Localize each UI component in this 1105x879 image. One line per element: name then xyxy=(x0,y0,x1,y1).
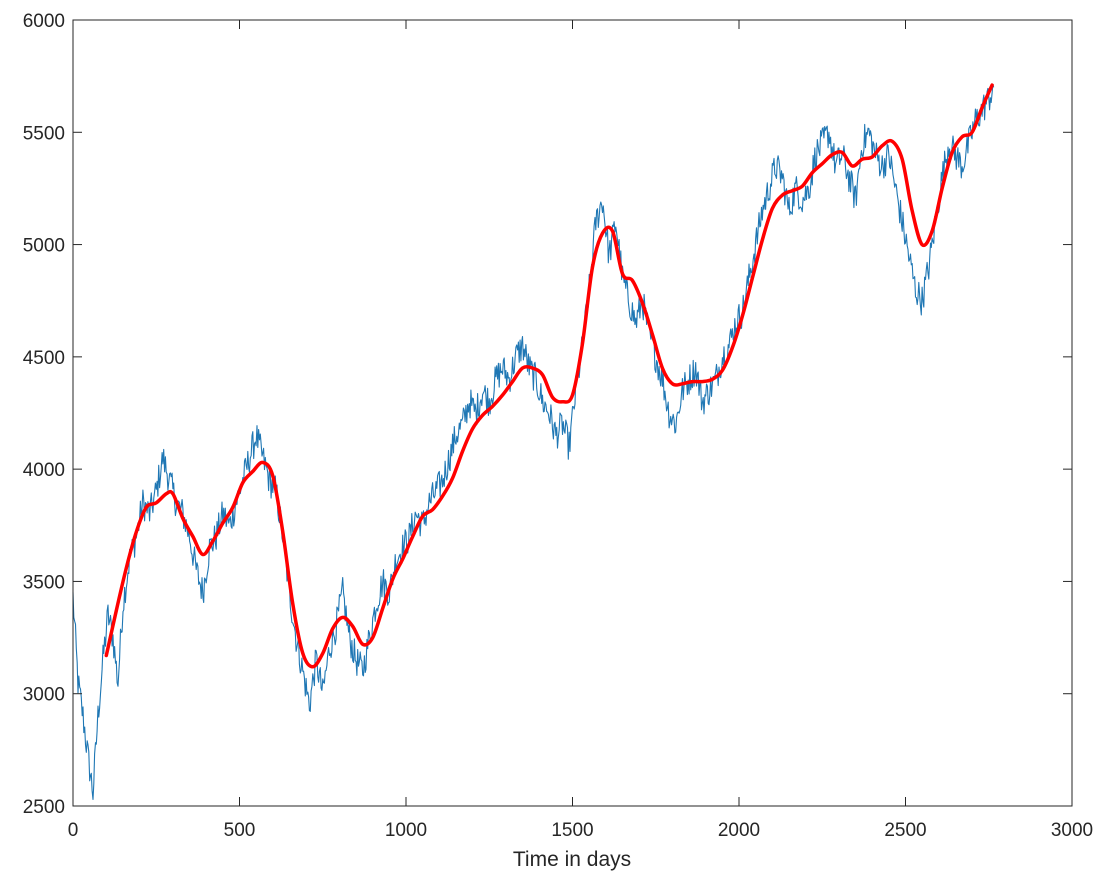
plot-lines xyxy=(72,83,995,801)
series-smooth-line xyxy=(104,83,994,669)
y-tick-label: 2500 xyxy=(23,797,65,818)
x-tick-label: 3000 xyxy=(1051,820,1093,841)
x-axis-label: Time in days xyxy=(513,848,631,871)
y-tick-label: 5000 xyxy=(23,236,65,257)
x-tick-label: 2000 xyxy=(718,820,760,841)
y-tick-label: 4000 xyxy=(23,460,65,481)
x-tick-label: 500 xyxy=(224,820,256,841)
x-tick-label: 0 xyxy=(68,820,79,841)
y-tick-label: 4500 xyxy=(23,348,65,369)
y-tick-label: 6000 xyxy=(23,11,65,32)
x-tick-label: 1500 xyxy=(551,820,593,841)
axis-ticks: 0 500 1000 1500 2000 2500 3000 2500 3000 3500 4000… xyxy=(23,11,1093,841)
x-tick-label: 1000 xyxy=(385,820,427,841)
series-noisy-line xyxy=(72,83,995,801)
y-tick-label: 3000 xyxy=(23,685,65,706)
x-tick-label: 2500 xyxy=(884,820,926,841)
y-tick-label: 3500 xyxy=(23,572,65,593)
y-tick-label: 5500 xyxy=(23,123,65,144)
